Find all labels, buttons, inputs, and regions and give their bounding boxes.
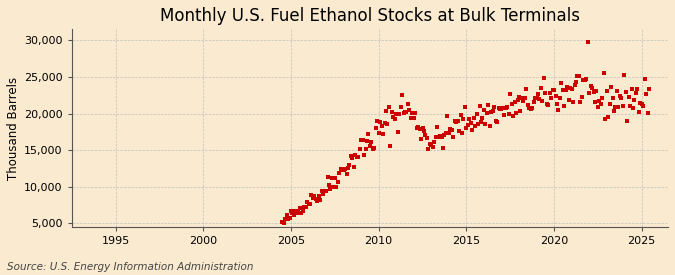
Y-axis label: Thousand Barrels: Thousand Barrels bbox=[7, 77, 20, 180]
Text: Source: U.S. Energy Information Administration: Source: U.S. Energy Information Administ… bbox=[7, 262, 253, 272]
Title: Monthly U.S. Fuel Ethanol Stocks at Bulk Terminals: Monthly U.S. Fuel Ethanol Stocks at Bulk… bbox=[160, 7, 580, 25]
